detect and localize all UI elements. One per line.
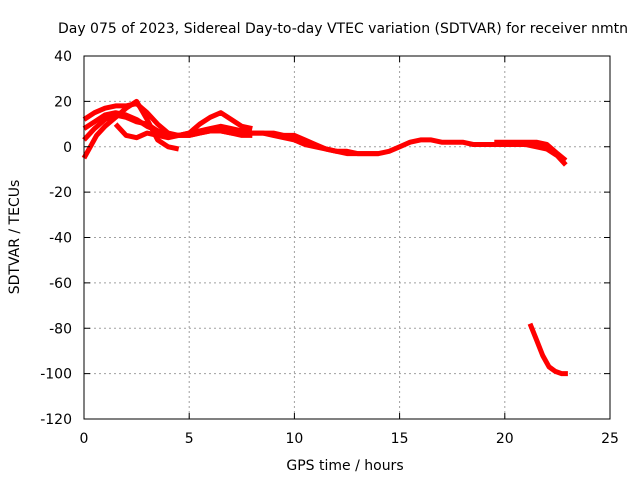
y-tick-label: -120 [40, 412, 72, 428]
y-tick-label: -40 [49, 231, 72, 247]
x-tick-label: 10 [285, 431, 303, 447]
series-line-sat-d [81, 98, 180, 160]
x-tick-label: 0 [80, 431, 89, 447]
y-tick-label: -80 [49, 321, 72, 337]
x-axis-label: GPS time / hours [286, 458, 403, 474]
y-tick-label: -20 [49, 185, 72, 201]
y-tick-label: -60 [49, 276, 72, 292]
y-tick-label: 20 [54, 94, 72, 110]
series-line-sat-g [494, 139, 568, 163]
x-tick-label: 5 [185, 431, 194, 447]
x-tick-label: 25 [601, 431, 619, 447]
y-axis-label: SDTVAR / TECUs [7, 180, 23, 295]
series-line-sat-e [113, 122, 253, 141]
series-line-sat-h [527, 322, 568, 377]
x-tick-label: 20 [496, 431, 514, 447]
y-tick-label: 40 [54, 49, 72, 65]
tick-layer: -120 -100 -80 -60 -40 -20 0 20 40 0 5 10 15 20 25 [40, 49, 619, 447]
series-line-sat-f [252, 130, 379, 157]
series-layer [81, 98, 568, 377]
chart-title: Day 075 of 2023, Sidereal Day-to-day VTE… [58, 21, 628, 37]
y-tick-label: 0 [63, 140, 72, 156]
grid-layer [84, 56, 610, 419]
x-tick-label: 15 [391, 431, 409, 447]
y-tick-label: -100 [40, 367, 72, 383]
